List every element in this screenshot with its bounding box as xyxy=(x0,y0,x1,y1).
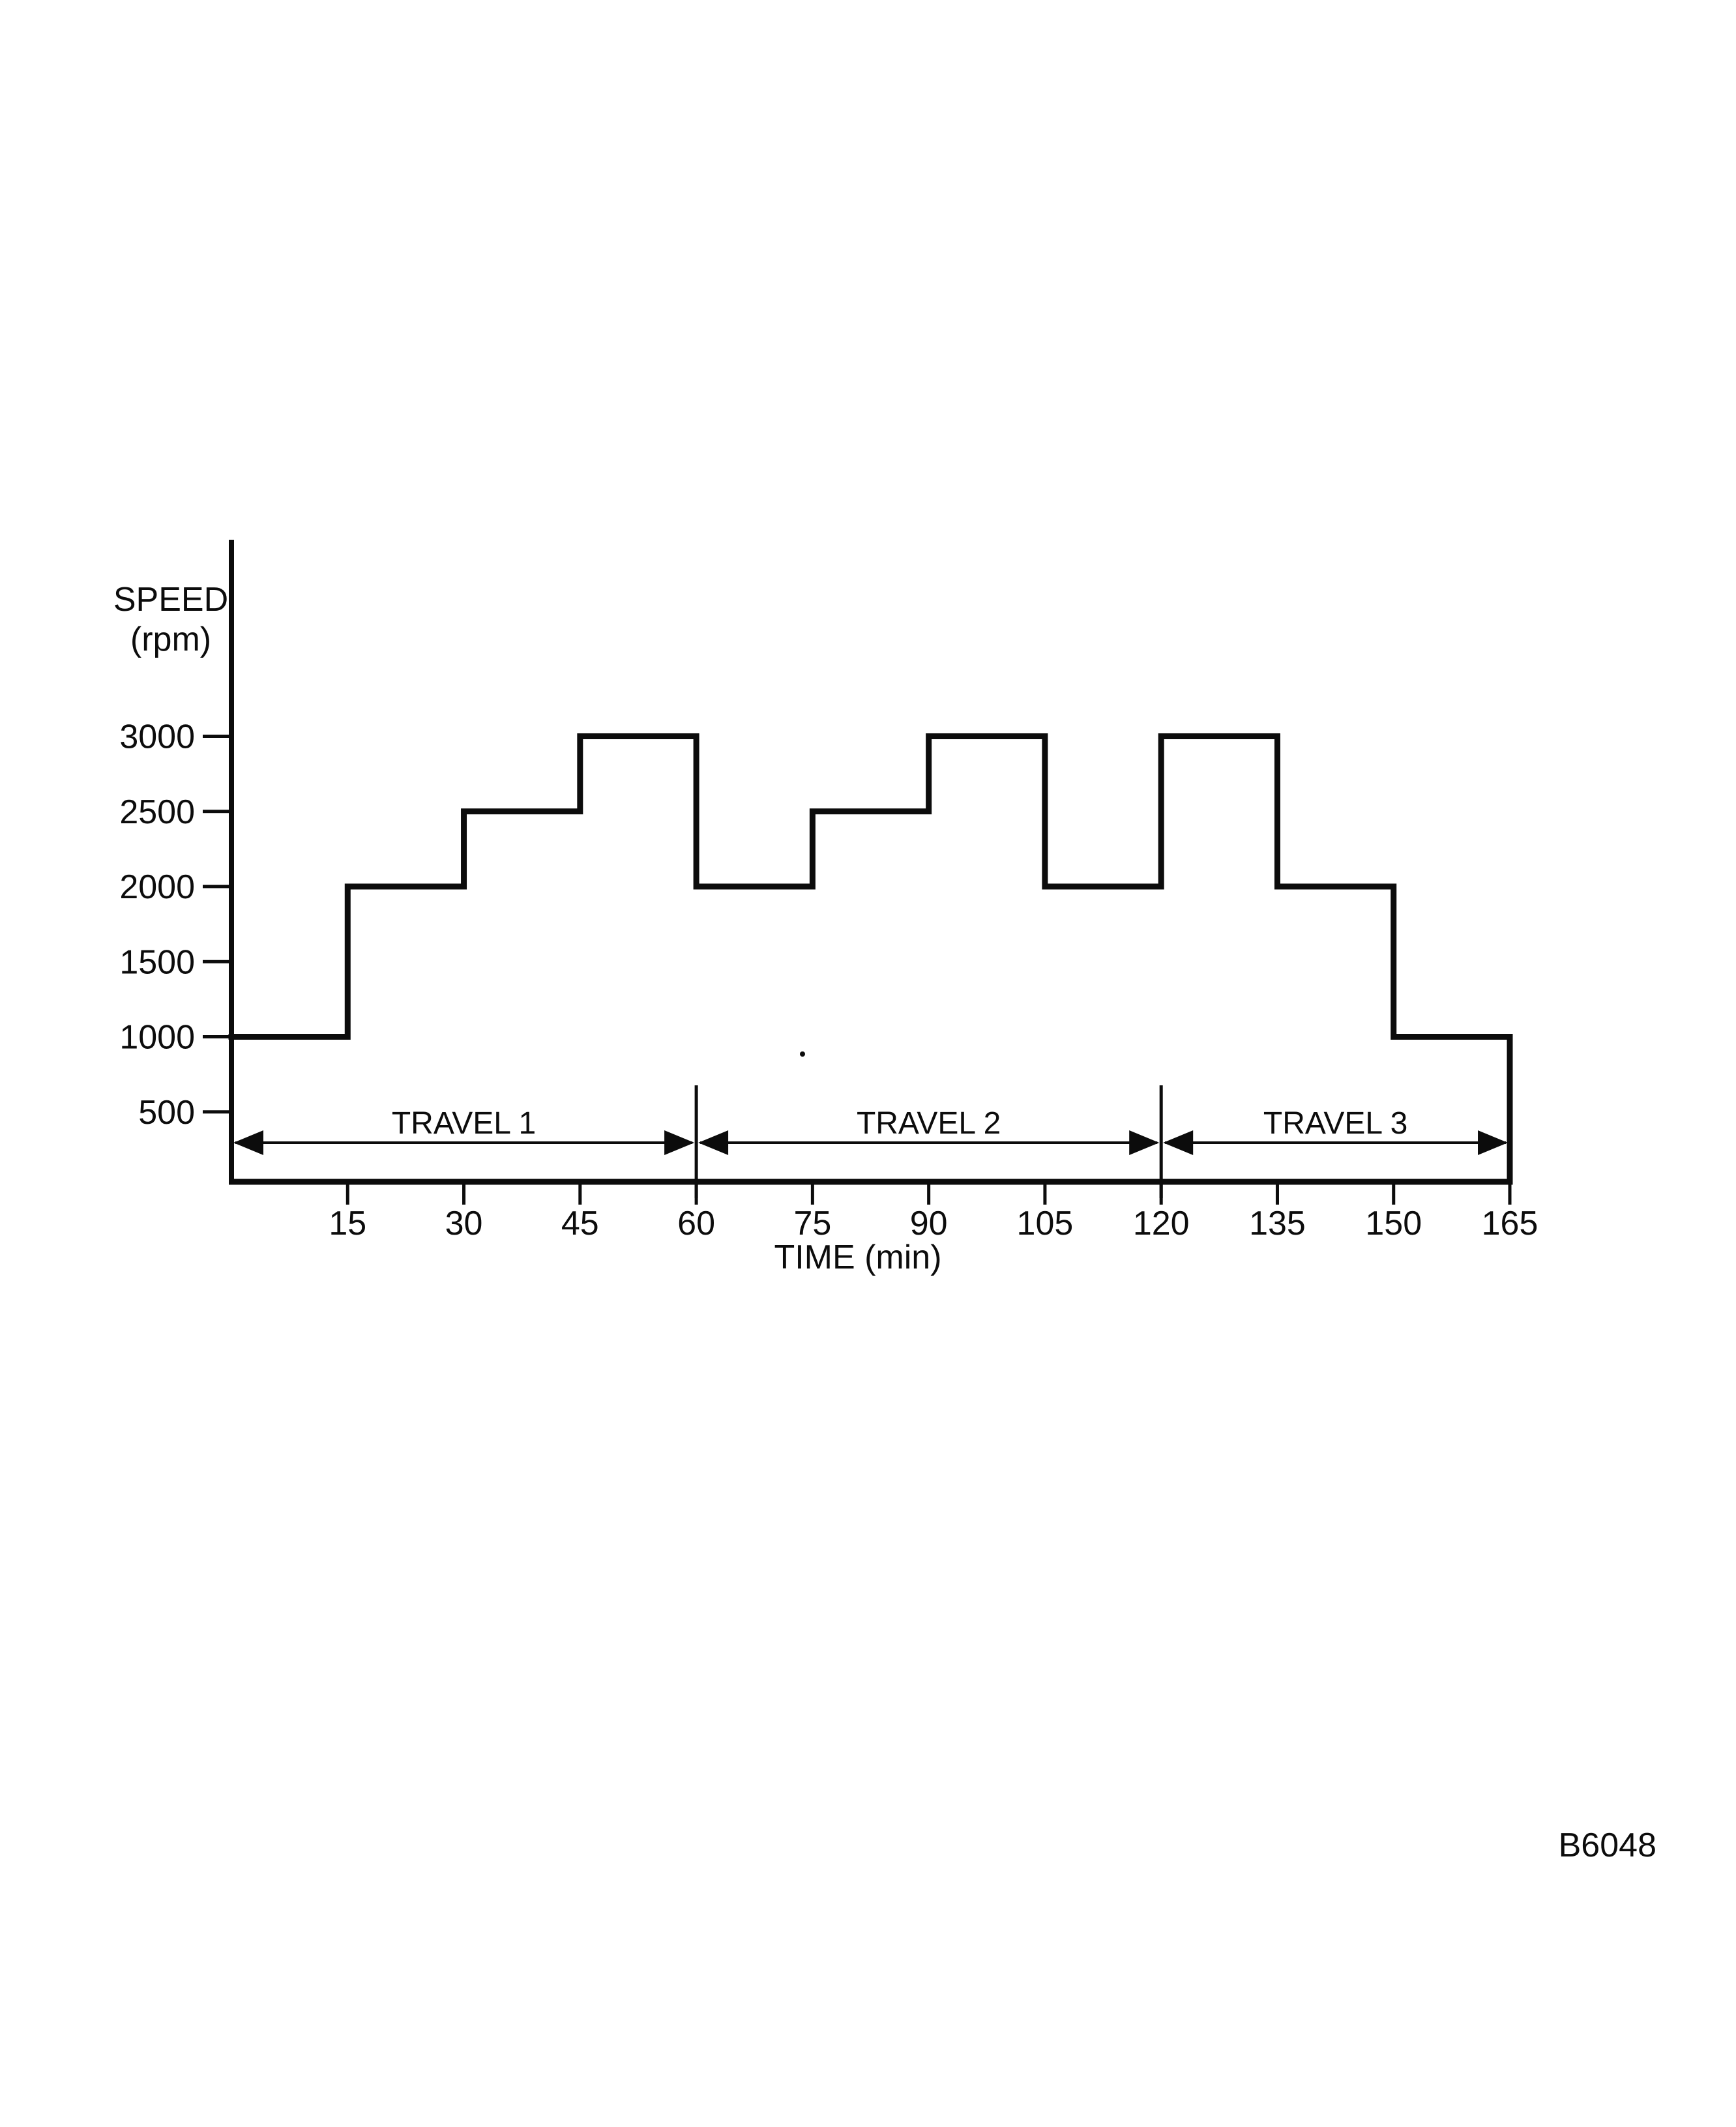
arrow-right-head xyxy=(1129,1130,1160,1155)
x-tick-label: 165 xyxy=(1482,1205,1538,1242)
scan-speck xyxy=(800,1051,805,1057)
arrow-right-head xyxy=(664,1130,695,1155)
arrow-right-head xyxy=(1478,1130,1508,1155)
x-tick-label: 75 xyxy=(793,1205,831,1242)
arrow-left-head xyxy=(233,1130,263,1155)
y-tick-label: 500 xyxy=(138,1094,195,1132)
x-tick-label: 60 xyxy=(677,1205,715,1242)
x-tick-label: 30 xyxy=(445,1205,483,1242)
y-ticks: 3000 2500 2000 1500 1000 500 xyxy=(119,718,231,1132)
y-axis-title-line2: (rpm) xyxy=(130,621,211,658)
y-tick-label: 2000 xyxy=(119,868,195,906)
y-tick-label: 1000 xyxy=(119,1019,195,1057)
x-tick-label: 120 xyxy=(1133,1205,1190,1242)
y-tick-label: 3000 xyxy=(119,718,195,756)
speed-step-line xyxy=(228,733,1513,1185)
x-ticks: 15 30 45 60 75 90 105 120 135 150 165 xyxy=(329,1182,1538,1242)
figure-number: B6048 xyxy=(1559,1826,1656,1864)
y-tick-label: 2500 xyxy=(119,793,195,831)
y-axis-title-line1: SPEED xyxy=(113,581,228,619)
arrow-left-head xyxy=(1163,1130,1194,1155)
x-tick-label: 150 xyxy=(1365,1205,1422,1242)
x-tick-label: 45 xyxy=(561,1205,599,1242)
travel-intervals: TRAVEL 1 TRAVEL 2 TRAVEL 3 xyxy=(233,1085,1508,1198)
x-tick-label: 105 xyxy=(1017,1205,1074,1242)
travel-interval-label: TRAVEL 1 xyxy=(392,1106,536,1141)
x-axis-title: TIME (min) xyxy=(774,1239,941,1276)
x-tick-label: 90 xyxy=(910,1205,948,1242)
x-axis-group: 15 30 45 60 75 90 105 120 135 150 165 TIME (min) xyxy=(229,1179,1538,1276)
y-tick-label: 1500 xyxy=(119,943,195,981)
travel-interval-label: TRAVEL 2 xyxy=(857,1106,1001,1141)
arrow-left-head xyxy=(698,1130,729,1155)
x-tick-label: 135 xyxy=(1249,1205,1306,1242)
travel-interval-label: TRAVEL 3 xyxy=(1263,1106,1407,1141)
x-tick-label: 15 xyxy=(329,1205,366,1242)
y-axis-group: SPEED (rpm) 3000 2500 2000 1500 1000 500 xyxy=(113,540,234,1184)
